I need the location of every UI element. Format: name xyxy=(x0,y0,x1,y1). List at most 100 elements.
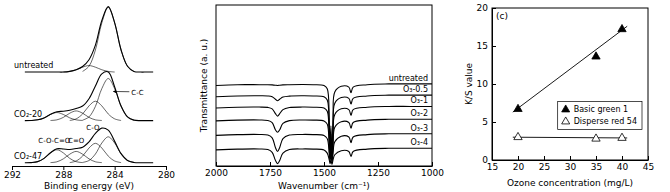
y-axis-title: Transmittance (a. u.) xyxy=(199,39,209,134)
legend: Basic green 1Disperse red 54 xyxy=(558,102,642,130)
tick-label: 1250 xyxy=(367,168,390,178)
tick-label: 2000 xyxy=(205,168,228,178)
data-point xyxy=(618,24,626,31)
tick-mark xyxy=(492,46,496,47)
y-axis-title: K/S value xyxy=(464,62,474,105)
tick-label: 5 xyxy=(482,117,488,127)
tick-mark xyxy=(544,156,545,160)
tick-label: 288 xyxy=(55,170,72,180)
tick-mark xyxy=(216,162,217,166)
chart-svg: 292288284280Binding energy (eV)untreated… xyxy=(0,0,670,192)
data-point xyxy=(514,104,522,111)
tick: 1750 xyxy=(259,162,282,178)
spectrum-curve xyxy=(216,148,432,164)
axis-line-x xyxy=(217,166,433,167)
series-label: O₃-3 xyxy=(411,124,428,133)
component-curve xyxy=(70,143,121,162)
axis-y: 0 5 10 15 20 xyxy=(477,3,496,165)
tick-mark xyxy=(492,160,496,161)
component-curve xyxy=(83,79,134,121)
tick-label: 0 xyxy=(482,155,488,165)
spectrum-curve xyxy=(216,119,432,160)
panel: 20001750150012501000Wavenumber (cm⁻¹)Tra… xyxy=(199,5,444,191)
axis-x: 292 288 284 280 xyxy=(4,166,175,180)
tick-label: 15 xyxy=(477,41,488,51)
series-label: untreated xyxy=(389,74,428,83)
tick: 15 xyxy=(477,41,496,51)
tick: 40 xyxy=(617,156,629,172)
trend-line xyxy=(513,26,627,112)
panel: 15 20 25 30 35 40 45 0 5 10 15 20 Ozone concentratio… xyxy=(464,3,654,188)
tick-label: 20 xyxy=(477,3,489,13)
tick-mark xyxy=(324,162,325,166)
tick-mark xyxy=(518,156,519,160)
plot-area xyxy=(216,84,432,165)
axis-x: 15 20 25 30 35 40 45 xyxy=(487,156,654,172)
tick: 35 xyxy=(591,156,602,172)
tick: 10 xyxy=(477,79,496,89)
series-label: O₃-4 xyxy=(411,138,428,147)
tick-mark xyxy=(596,156,597,160)
x-axis-title: Ozone concentration (mg/L) xyxy=(507,178,633,188)
legend-label: Disperse red 54 xyxy=(574,117,637,126)
tick: 45 xyxy=(643,156,654,172)
series-label: untreated xyxy=(14,61,53,70)
plot-frame xyxy=(492,8,648,160)
component-curve xyxy=(83,7,134,71)
data-point xyxy=(592,134,600,141)
tick-mark xyxy=(270,162,271,166)
tick-label: 1000 xyxy=(421,168,444,178)
plot-area xyxy=(25,7,153,163)
panel: 292288284280Binding energy (eV)untreated… xyxy=(4,7,175,191)
series-label: CO₂-20 xyxy=(14,110,42,119)
data-point xyxy=(514,132,522,139)
tick: 292 xyxy=(4,166,21,180)
annotation: C=O xyxy=(68,137,85,145)
series-label: O₃-1 xyxy=(411,96,428,105)
tick-label: 1500 xyxy=(313,168,336,178)
tick: 20 xyxy=(513,156,525,172)
spectrum-curve xyxy=(216,106,432,159)
tick: 30 xyxy=(565,156,577,172)
figure: 292288284280Binding energy (eV)untreated… xyxy=(0,0,670,192)
tick-label: 25 xyxy=(539,162,550,172)
tick: 288 xyxy=(55,166,72,180)
tick-label: 15 xyxy=(487,162,498,172)
tick-mark xyxy=(492,8,496,9)
tick: 1250 xyxy=(367,162,390,178)
tick: 284 xyxy=(107,166,124,180)
tick: 2000 xyxy=(205,162,228,178)
tick-label: 280 xyxy=(158,170,175,180)
series-label: O₃-0.5 xyxy=(403,85,428,94)
panel-title: (c) xyxy=(496,11,508,21)
tick-label: 45 xyxy=(643,162,654,172)
annotation: C-O xyxy=(86,124,100,132)
spectrum-curve xyxy=(25,128,153,163)
tick-mark xyxy=(492,84,496,85)
legend-symbol xyxy=(562,105,570,112)
tick-label: 20 xyxy=(513,162,525,172)
data-point xyxy=(618,133,626,140)
tick-mark xyxy=(648,156,649,160)
legend-symbol xyxy=(562,117,570,124)
tick-mark xyxy=(492,122,496,123)
tick: 280 xyxy=(158,166,175,180)
tick-mark xyxy=(570,156,571,160)
series-label: O₃-2 xyxy=(411,109,428,118)
tick-mark xyxy=(622,156,623,160)
series-label: CO₂-47 xyxy=(14,152,42,161)
annotation: C-O-C=O xyxy=(38,137,71,145)
tick: 25 xyxy=(539,156,550,172)
annotation: C-C xyxy=(131,89,143,97)
tick-label: 40 xyxy=(617,162,629,172)
tick: 1500 xyxy=(313,162,336,178)
spectrum-curve xyxy=(25,72,153,121)
tick: 1000 xyxy=(421,162,444,178)
tick: 5 xyxy=(482,117,496,127)
data-point xyxy=(592,52,600,59)
plot-frame xyxy=(216,5,432,166)
trend-line xyxy=(513,137,627,139)
legend-box xyxy=(558,102,642,130)
tick-label: 284 xyxy=(107,170,124,180)
axis-line-x xyxy=(493,160,649,161)
